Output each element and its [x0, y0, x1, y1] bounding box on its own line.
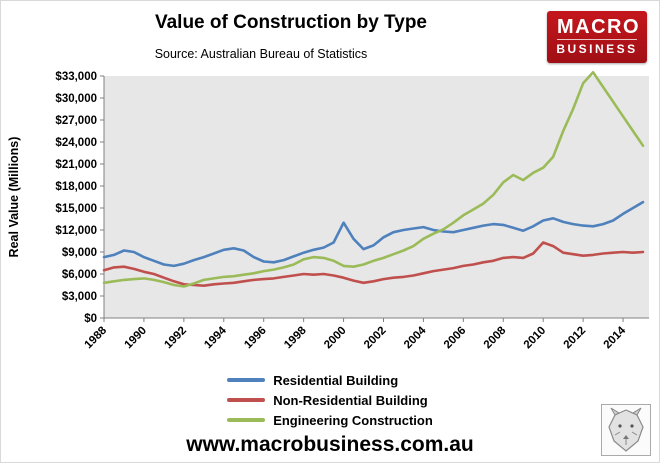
- series-line: [102, 200, 645, 268]
- y-tick-label: $30,000: [55, 93, 97, 105]
- y-tick-label: $33,000: [55, 71, 97, 83]
- y-tick-label: $24,000: [55, 137, 97, 149]
- x-tick-label: 2010: [522, 325, 549, 352]
- residential-line-swatch: [227, 378, 266, 382]
- y-tick-label: $9,000: [62, 247, 97, 259]
- x-tick-label: 2012: [562, 325, 589, 352]
- legend-item-residential: Residential Building: [227, 371, 433, 389]
- x-tick-label: 2014: [602, 324, 629, 351]
- x-tick-label: 1990: [122, 325, 149, 352]
- wolf-logo: [601, 404, 651, 456]
- legend-item-non-residential: Non-Residential Building: [227, 391, 433, 409]
- plot-area: [104, 76, 649, 318]
- y-tick-label: $18,000: [55, 181, 97, 193]
- logo-text-macro: MACRO: [557, 16, 641, 40]
- wolf-icon: [608, 407, 644, 452]
- y-tick-label: $27,000: [55, 115, 97, 127]
- series-line: [102, 241, 645, 287]
- source-subtitle: Source: Australian Bureau of Statistics: [154, 47, 368, 61]
- page-title: Value of Construction by Type: [154, 12, 427, 33]
- legend-item-engineering: Engineering Construction: [227, 411, 433, 429]
- y-tick-label: $6,000: [62, 269, 97, 281]
- x-tick-label: 1994: [202, 324, 229, 351]
- y-tick-label: $21,000: [55, 159, 97, 171]
- legend-label: Residential Building: [273, 372, 399, 388]
- legend-label: Non-Residential Building: [273, 392, 428, 408]
- macrobusiness-logo: MACRO BUSINESS: [547, 11, 647, 63]
- x-tick-label: 1998: [282, 324, 309, 351]
- line-chart: $0 $3,000 $6,000 $9,000 $12,000 $15,000 $18,00…: [1, 63, 660, 368]
- y-tick-label: $3,000: [62, 291, 97, 303]
- x-tick-label: 1988: [83, 324, 110, 351]
- x-tick-label: 2000: [322, 325, 349, 352]
- x-tick-label: 2002: [362, 325, 389, 352]
- logo-text-business: BUSINESS: [556, 42, 638, 56]
- x-tick-label: 1996: [242, 325, 269, 352]
- x-tick-label: 1992: [162, 325, 189, 352]
- x-tick-label: 2008: [482, 324, 509, 351]
- engineering-line-swatch: [227, 418, 266, 422]
- website-url: www.macrobusiness.com.au: [186, 433, 474, 456]
- x-tick-label: 2004: [402, 324, 429, 351]
- non-residential-line-swatch: [227, 398, 266, 402]
- y-tick-label: $15,000: [55, 203, 97, 215]
- series-line: [102, 71, 645, 288]
- y-axis-title: Real Value (Millions): [7, 137, 21, 258]
- chart-legend: Residential Building Non-Residential Bui…: [1, 371, 659, 429]
- legend-label: Engineering Construction: [273, 412, 433, 428]
- y-tick-label: $0: [84, 313, 97, 325]
- y-tick-label: $12,000: [55, 225, 97, 237]
- x-tick-label: 2006: [442, 325, 469, 352]
